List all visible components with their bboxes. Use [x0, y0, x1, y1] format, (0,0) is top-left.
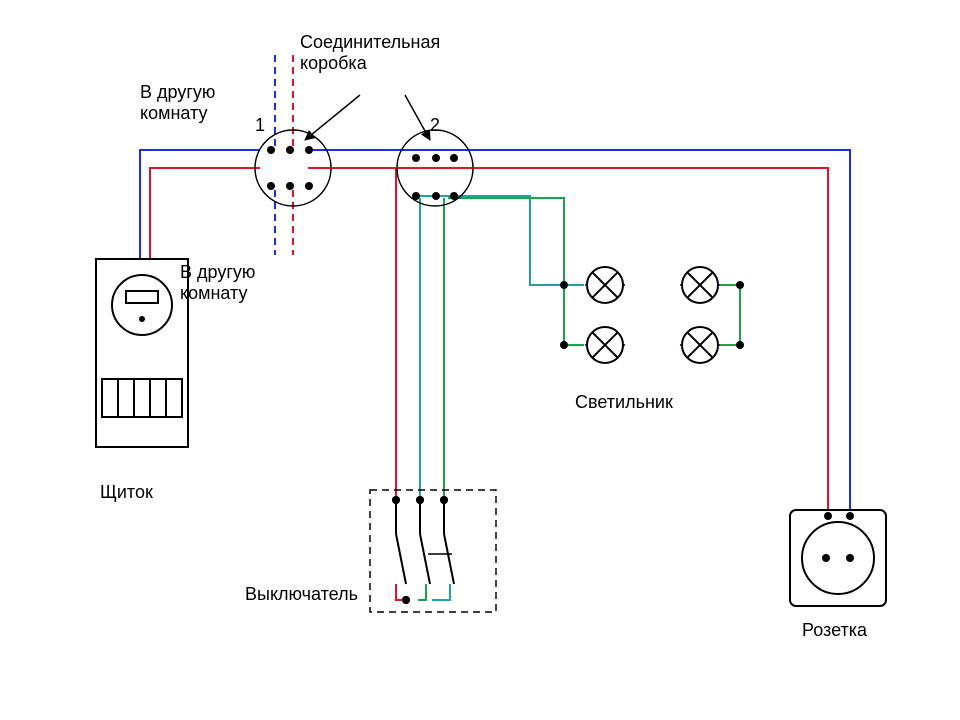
label-box2-num: 2 [430, 115, 440, 136]
label-to-room-bottom: В другуюкомнату [180, 262, 255, 303]
node-dot [412, 192, 420, 200]
wire [416, 196, 564, 285]
wire [150, 168, 260, 259]
wire [140, 150, 260, 259]
node-dot [305, 182, 313, 190]
node-dot [267, 182, 275, 190]
label-socket: Розетка [802, 620, 867, 641]
node-dot [267, 146, 275, 154]
lamp-symbol-3 [587, 327, 623, 363]
node-dot [392, 496, 400, 504]
node-dot [736, 341, 744, 349]
pointer-arrow [305, 95, 360, 140]
switch-lever [396, 534, 406, 584]
wire [418, 584, 426, 600]
label-panel: Щиток [100, 482, 153, 503]
label-junction-title: Соединительнаякоробка [300, 32, 440, 73]
switch-lever [444, 534, 454, 584]
node-dot [305, 146, 313, 154]
lamp-symbol-4 [682, 327, 718, 363]
node-dot [402, 596, 410, 604]
lamp-symbol-2 [682, 267, 718, 303]
node-dot [824, 512, 832, 520]
node-dot [450, 154, 458, 162]
label-box1-num: 1 [255, 115, 265, 136]
node-dot [450, 192, 458, 200]
node-dot [286, 182, 294, 190]
node-dot [412, 154, 420, 162]
node-dot [560, 341, 568, 349]
label-to-room-top: В другуюкомнату [140, 82, 215, 123]
node-dot [560, 281, 568, 289]
pointer-arrow [405, 95, 430, 140]
panel-symbol [96, 259, 188, 447]
node-dot [440, 496, 448, 504]
label-lamp: Светильник [575, 392, 673, 413]
lamp-symbol-1 [587, 267, 623, 303]
node-dot [432, 192, 440, 200]
switch-box [370, 490, 496, 612]
wire [432, 584, 450, 600]
node-dot [432, 154, 440, 162]
switch-lever [420, 534, 430, 584]
node-dot [846, 512, 854, 520]
wire [308, 168, 828, 516]
wire [308, 150, 850, 516]
node-dot [286, 146, 294, 154]
node-dot [416, 496, 424, 504]
label-switch: Выключатель [245, 584, 358, 605]
socket-symbol [790, 510, 886, 606]
wire [448, 198, 564, 345]
node-dot [736, 281, 744, 289]
